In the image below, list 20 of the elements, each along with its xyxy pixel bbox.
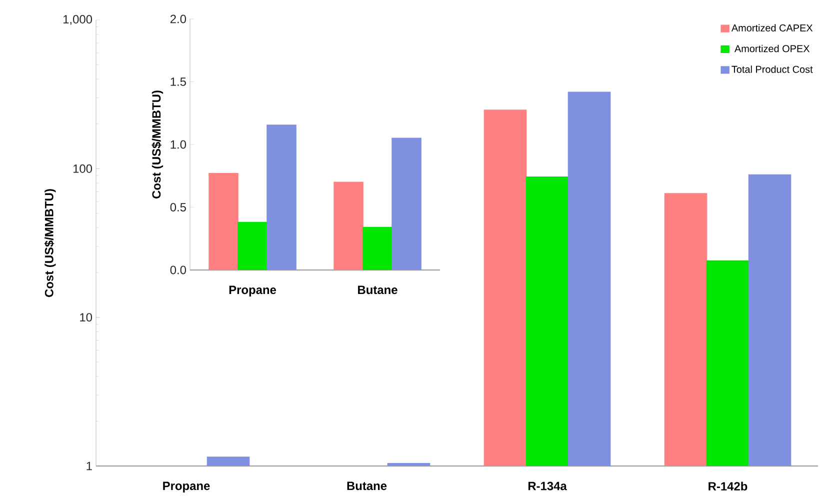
legend-label: Amortized CAPEX <box>731 24 813 32</box>
x-tick-label: Propane <box>229 286 276 296</box>
x-tick-label: Propane <box>163 482 210 492</box>
y-tick-label: 1,000 <box>63 15 92 25</box>
y-axis-title: Cost (US$/MMBTU) <box>152 90 164 198</box>
y-tick-label: 1.0 <box>170 140 186 149</box>
x-tick-label: Butane <box>347 482 387 490</box>
y-tick-label: 0.0 <box>170 266 186 274</box>
legend-label: Amortized OPEX <box>734 44 810 52</box>
x-tick-label: R-142b <box>708 482 748 491</box>
y-tick-label: 10 <box>80 313 92 322</box>
y-tick-label: 100 <box>73 164 92 173</box>
x-tick-label: Butane <box>358 286 398 294</box>
legend-label: Total Product Cost <box>732 66 813 73</box>
y-axis-title: Cost (US$/MMBTU) <box>44 189 56 297</box>
x-tick-label: R-134a <box>528 482 567 490</box>
y-tick-label: 2.0 <box>170 14 186 24</box>
y-tick-label: 1 <box>86 462 92 470</box>
y-tick-label: 0.5 <box>170 203 186 212</box>
y-tick-label: 1.5 <box>170 78 186 86</box>
